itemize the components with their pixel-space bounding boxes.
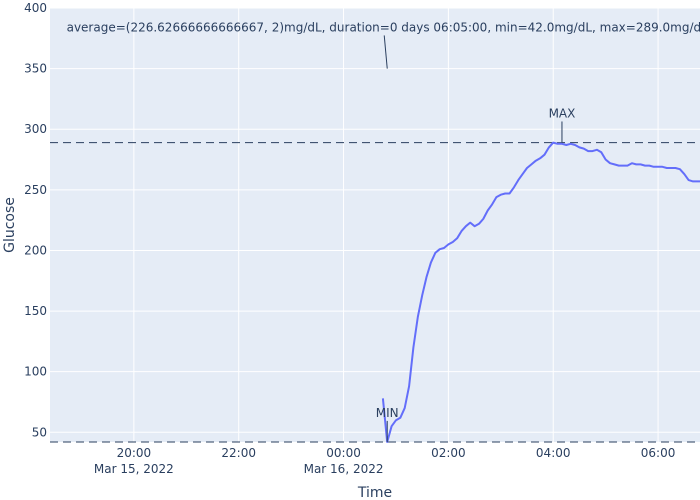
summary-annotation: average=(226.62666666666667, 2)mg/dL, du… bbox=[67, 20, 700, 34]
y-tick-label: 100 bbox=[24, 365, 47, 379]
glucose-series-line bbox=[381, 141, 700, 443]
annotations: average=(226.62666666666667, 2)mg/dL, du… bbox=[67, 20, 700, 442]
x-tick-label: 00:00 bbox=[326, 446, 361, 460]
y-axis-title: Glucose bbox=[2, 197, 18, 253]
x-tick-label: 02:00 bbox=[431, 446, 466, 460]
x-tick-label: 06:00 bbox=[641, 446, 676, 460]
max-annotation: MAX bbox=[549, 106, 576, 120]
reference-lines bbox=[50, 142, 700, 443]
plot-background bbox=[50, 8, 700, 442]
y-tick-label: 400 bbox=[24, 1, 47, 15]
series-layer bbox=[381, 141, 700, 443]
min-annotation: MIN bbox=[376, 406, 399, 420]
x-tick-label: 20:00 bbox=[117, 446, 152, 460]
y-tick-label: 50 bbox=[32, 425, 47, 439]
y-tick-label: 150 bbox=[24, 304, 47, 318]
y-axis-ticks: 50 100 150 200 250 300 350 400 bbox=[24, 1, 47, 439]
grid bbox=[50, 7, 700, 442]
x-axis-ticks: 20:00 Mar 15, 2022 22:00 00:00 Mar 16, 2022 0… bbox=[94, 446, 675, 476]
x-tick-date-label: Mar 15, 2022 bbox=[94, 462, 174, 476]
y-tick-label: 350 bbox=[24, 62, 47, 76]
y-tick-label: 250 bbox=[24, 183, 47, 197]
x-tick-label: 04:00 bbox=[536, 446, 571, 460]
y-tick-label: 200 bbox=[24, 243, 47, 257]
x-axis-title: Time bbox=[357, 485, 392, 500]
x-tick-date-label: Mar 16, 2022 bbox=[304, 462, 384, 476]
y-tick-label: 300 bbox=[24, 122, 47, 136]
summary-annotation-arrow bbox=[383, 35, 388, 69]
x-tick-label: 22:00 bbox=[221, 446, 256, 460]
